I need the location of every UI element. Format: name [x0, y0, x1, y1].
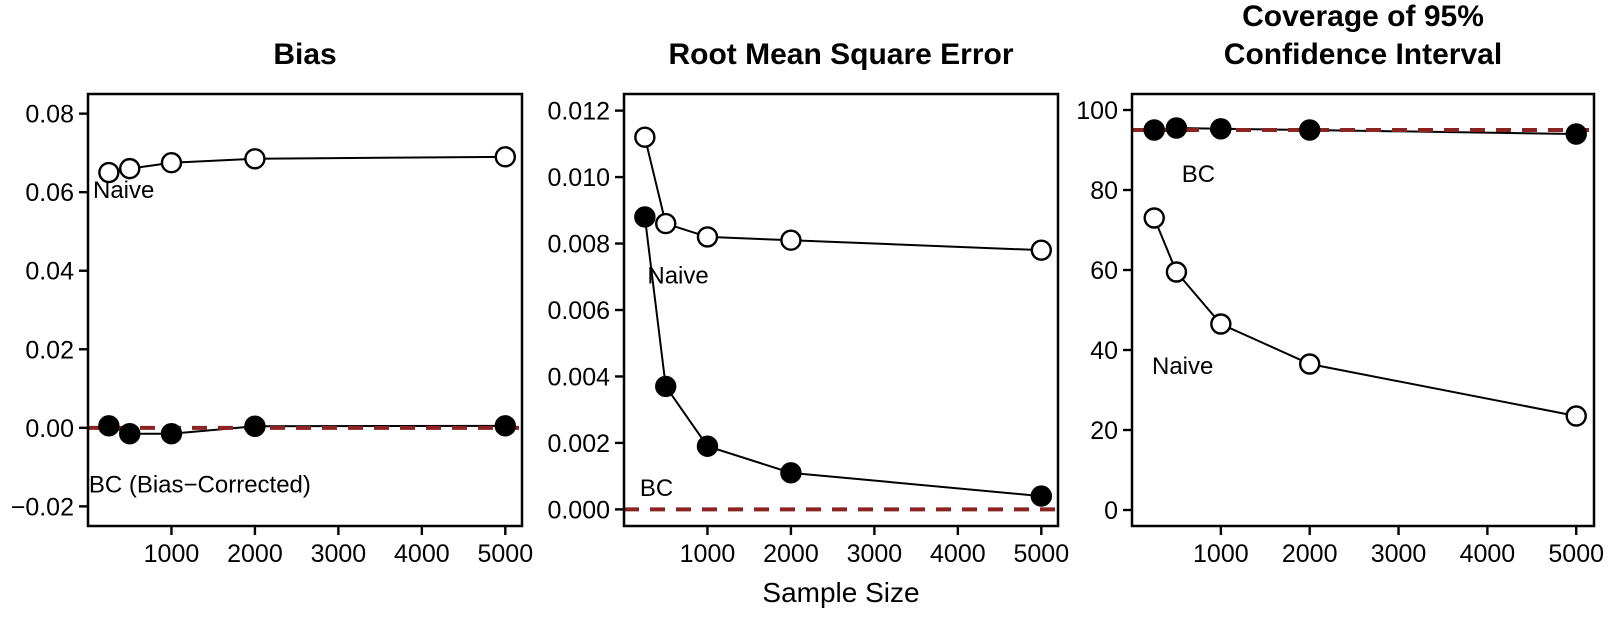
y-axis-tick-label: 0 — [1104, 497, 1118, 525]
y-axis-tick-label: −0.02 — [11, 493, 74, 521]
chart-title: Coverage of 95% — [1242, 0, 1484, 33]
plot-box — [1130, 92, 1596, 528]
x-axis-tick-label: 4000 — [394, 540, 450, 568]
annotation-label: BC — [640, 475, 673, 502]
naive-open-marker — [780, 229, 802, 251]
y-axis-tick-label: 0.02 — [25, 336, 74, 364]
y-axis-tick-label: 60 — [1090, 257, 1118, 285]
naive-open-marker — [98, 161, 120, 184]
naive-open-marker — [244, 148, 266, 170]
plot-box — [86, 92, 524, 528]
naive-open-marker — [1565, 405, 1587, 427]
annotation-label: Naive — [647, 262, 708, 289]
y-axis-tick-label: 0.008 — [547, 231, 610, 259]
y-axis-tick-label: 0.010 — [547, 164, 610, 192]
bc-filled-marker — [98, 415, 120, 437]
x-axis-tick-label: 2000 — [227, 540, 283, 568]
y-axis-tick-label: 0.000 — [547, 496, 610, 524]
x-axis-tick-label: 2000 — [1282, 540, 1338, 568]
chart-svg: Coverage of 95% Confidence Interval BC Naiv… — [1076, 0, 1604, 568]
x-axis-tick-label: 4000 — [1460, 540, 1516, 568]
naive-open-marker — [1298, 353, 1321, 375]
naive-open-marker — [494, 146, 517, 168]
chart-title: Root Mean Square Error — [668, 38, 1013, 71]
annotation-label: Naive — [93, 177, 154, 204]
y-axis-tick-label: 0.04 — [25, 258, 74, 286]
y-axis-tick-label: 0.08 — [25, 101, 74, 129]
bias-panel: Bias Naive BC (Bias−Corrected) −0.02 0.00 0.0… — [0, 0, 536, 633]
bc-filled-marker — [1165, 117, 1188, 139]
x-axis-tick-label: 3000 — [311, 540, 367, 568]
bc-filled-marker — [244, 415, 266, 437]
x-axis-label: Sample Size — [762, 577, 919, 608]
x-axis-tick-label: 1000 — [680, 540, 736, 568]
naive-open-marker — [634, 126, 656, 148]
y-axis-tick-label: 0.004 — [547, 363, 610, 391]
rmse-panel: Root Mean Square Error Naive BC 0.000 0.002 0… — [536, 0, 1072, 633]
y-axis-tick-label: 0.006 — [547, 297, 610, 325]
naive-open-marker — [1165, 261, 1188, 283]
annotation-label: BC (Bias−Corrected) — [89, 472, 311, 499]
bc-filled-marker — [160, 423, 183, 445]
x-axis-tick-label: 5000 — [477, 540, 533, 568]
bc-filled-marker — [1298, 119, 1321, 141]
bc-filled-marker — [696, 435, 719, 457]
x-axis-tick-label: 2000 — [763, 540, 819, 568]
naive-open-marker — [1210, 313, 1232, 335]
y-axis-tick-label: 100 — [1076, 97, 1118, 125]
y-axis-tick-label: 20 — [1090, 417, 1118, 445]
bc-filled-marker — [119, 423, 141, 445]
bc-filled-marker — [655, 375, 677, 398]
chart-svg: Bias Naive BC (Bias−Corrected) −0.02 0.00 0.0… — [11, 38, 533, 568]
bc-filled-marker — [1030, 485, 1053, 507]
naive-open-marker — [655, 212, 677, 235]
bc-filled-marker — [1565, 123, 1587, 145]
naive-open-marker — [696, 226, 719, 248]
bc-filled-marker — [494, 415, 517, 437]
x-axis-tick-label: 3000 — [1371, 540, 1427, 568]
x-axis-tick-label: 5000 — [1548, 540, 1604, 568]
x-axis-tick-label: 3000 — [847, 540, 903, 568]
naive-open-marker — [119, 157, 141, 180]
x-axis-tick-label: 1000 — [1193, 540, 1249, 568]
y-axis-tick-label: 40 — [1090, 337, 1118, 365]
annotation-label: BC — [1182, 161, 1215, 188]
y-axis-tick-label: 0.012 — [547, 98, 610, 126]
coverage-panel: Coverage of 95% Confidence Interval BC Naiv… — [1072, 0, 1608, 633]
chart-title: Confidence Interval — [1224, 38, 1502, 71]
x-axis-tick-label: 1000 — [144, 540, 200, 568]
y-axis-tick-label: 0.06 — [25, 179, 74, 207]
naive-open-marker — [1143, 207, 1165, 229]
y-axis-tick-label: 0.002 — [547, 430, 610, 458]
chart-title: Bias — [273, 38, 336, 71]
x-axis-tick-label: 5000 — [1013, 540, 1069, 568]
annotation-label: Naive — [1152, 353, 1213, 380]
y-axis-tick-label: 0.00 — [25, 415, 74, 443]
y-axis-tick-label: 80 — [1090, 177, 1118, 205]
bc-filled-marker — [780, 462, 802, 484]
x-axis-tick-label: 4000 — [930, 540, 986, 568]
naive-open-marker — [1030, 239, 1053, 261]
chart-svg: Root Mean Square Error Naive BC 0.000 0.002 0… — [547, 38, 1069, 608]
bc-filled-marker — [634, 206, 656, 228]
bc-filled-marker — [1143, 119, 1165, 141]
naive-open-marker — [160, 152, 183, 174]
plot-box — [622, 92, 1060, 528]
bc-filled-marker — [1210, 118, 1232, 140]
